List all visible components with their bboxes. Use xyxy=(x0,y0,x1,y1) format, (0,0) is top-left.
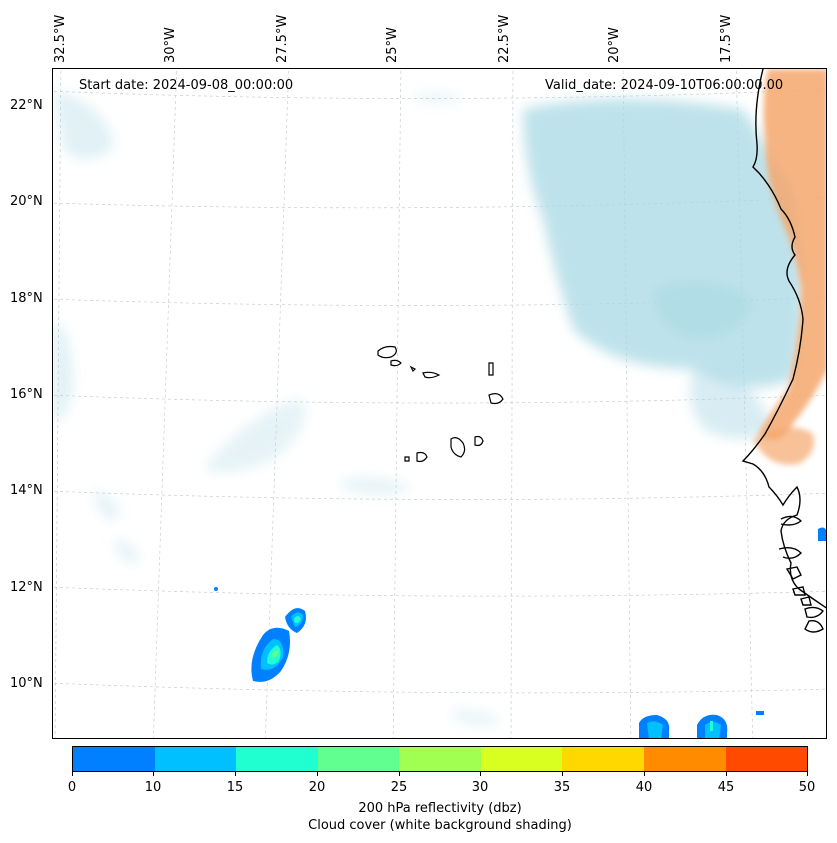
colorbar-tickmark xyxy=(807,772,808,776)
colorbar-tick-label: 15 xyxy=(226,780,244,795)
lat-label-20n: 20°N xyxy=(10,194,43,209)
colorbar-tickmark xyxy=(480,772,481,776)
colorbar-title: 200 hPa reflectivity (dbz) xyxy=(358,801,522,816)
colorbar-tickmark xyxy=(317,772,318,776)
island-sao-vicente xyxy=(390,359,402,367)
land-shading xyxy=(753,69,826,465)
island-sao-nicolau xyxy=(422,371,441,379)
colorbar-tickmark xyxy=(562,772,563,776)
reflectivity-cell-west xyxy=(214,587,306,682)
colorbar-tick-label: 30 xyxy=(471,780,489,795)
colorbar-tickmark xyxy=(726,772,727,776)
island-sal xyxy=(488,362,494,376)
colorbar-segment-20-25 xyxy=(317,747,400,771)
cape-verde-islands xyxy=(377,345,504,463)
colorbar-segment-30-35 xyxy=(480,747,563,771)
lat-label-22n: 22°N xyxy=(10,98,43,113)
lat-label-10n: 10°N xyxy=(10,676,43,691)
lat-label-16n: 16°N xyxy=(10,387,43,402)
colorbar-subtitle: Cloud cover (white background shading) xyxy=(308,818,572,833)
colorbar-tick-label: 50 xyxy=(798,780,816,795)
lon-label-30w: 30°W xyxy=(163,27,178,63)
reflectivity-cell-coast xyxy=(818,527,826,541)
island-brava xyxy=(404,456,410,462)
island-fogo xyxy=(416,451,428,463)
lon-label-20w: 20°W xyxy=(607,27,622,63)
reflectivity-cell-southeast xyxy=(639,711,764,738)
colorbar-tickmark xyxy=(235,772,236,776)
colorbar-tick-label: 25 xyxy=(390,780,408,795)
colorbar-tickmark xyxy=(153,772,154,776)
map-panel xyxy=(52,68,827,739)
island-boa-vista xyxy=(488,393,504,405)
colorbar-tick-label: 10 xyxy=(144,780,162,795)
colorbar-tick-label: 45 xyxy=(717,780,735,795)
lon-label-27-5w: 27.5°W xyxy=(275,14,290,63)
colorbar-tick-label: 0 xyxy=(67,780,77,795)
reflectivity-cells xyxy=(214,527,826,738)
colorbar-segment-15-20 xyxy=(236,747,318,771)
colorbar-segment-0-10 xyxy=(73,747,155,771)
colorbar-tick-label: 35 xyxy=(553,780,571,795)
colorbar-segment-40-45 xyxy=(643,747,726,771)
island-santa-luzia xyxy=(409,365,417,373)
colorbar-segment-10-15 xyxy=(154,747,237,771)
colorbar xyxy=(72,746,808,772)
lon-label-32-5w: 32.5°W xyxy=(53,14,68,63)
lat-label-14n: 14°N xyxy=(10,483,43,498)
colorbar-segment-35-40 xyxy=(562,747,644,771)
valid-date-label: Valid_date: 2024-09-10T06:00:00.00 xyxy=(545,78,784,93)
colorbar-segment-25-30 xyxy=(399,747,481,771)
cloud-cover-shading xyxy=(53,89,803,726)
lon-label-22-5w: 22.5°W xyxy=(497,14,512,63)
coastline xyxy=(741,69,826,633)
lon-label-17-5w: 17.5°W xyxy=(719,14,734,63)
island-maio xyxy=(474,435,484,447)
colorbar-segment-45-50 xyxy=(725,747,808,771)
lon-label-25w: 25°W xyxy=(385,27,400,63)
start-date-label: Start date: 2024-09-08_00:00:00 xyxy=(79,78,294,93)
colorbar-tick-label: 20 xyxy=(308,780,326,795)
island-santiago xyxy=(450,437,466,458)
lat-label-12n: 12°N xyxy=(10,580,43,595)
island-santo-antao xyxy=(377,345,397,359)
lat-label-18n: 18°N xyxy=(10,291,43,306)
colorbar-tickmark xyxy=(644,772,645,776)
colorbar-tickmark xyxy=(72,772,73,776)
map-canvas xyxy=(53,69,826,738)
colorbar-tickmark xyxy=(399,772,400,776)
colorbar-tick-label: 40 xyxy=(635,780,653,795)
